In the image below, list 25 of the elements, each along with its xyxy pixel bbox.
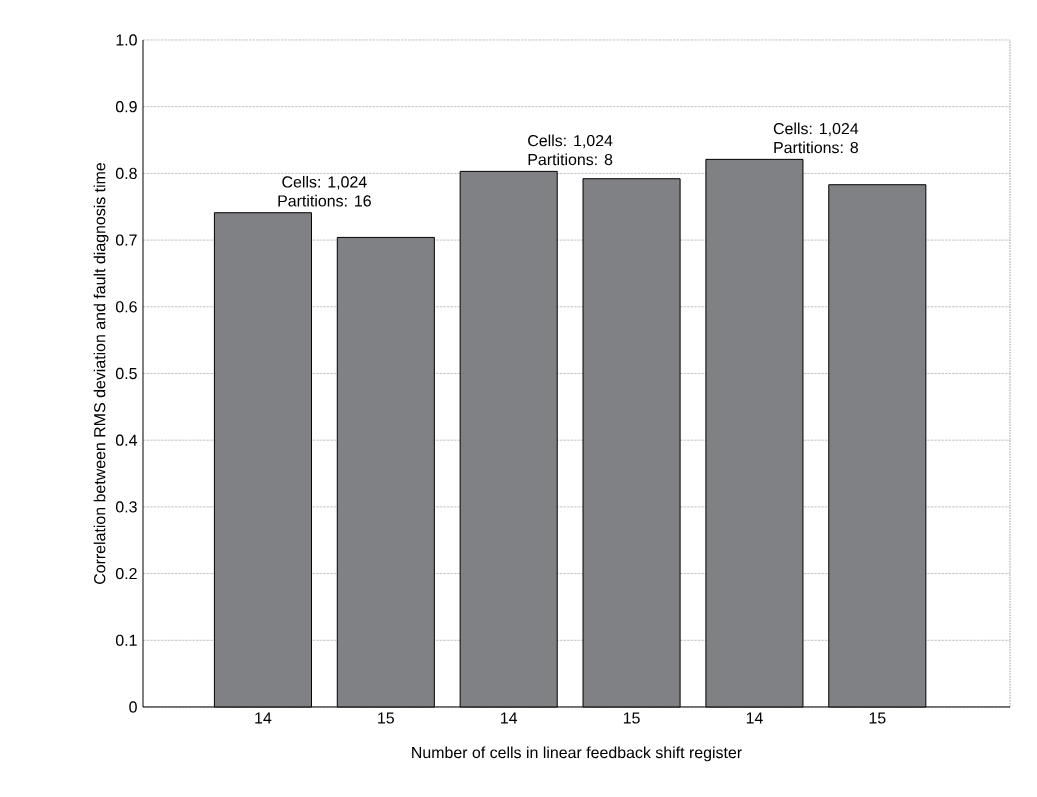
y-axis-title: Correlation between RMS deviation and fault diagnosis time [93, 162, 109, 584]
y-tick-label: 0.6 [115, 301, 137, 313]
annotation: Partitions: 8 [528, 153, 613, 166]
annotation: Cells: 1,024 [282, 175, 367, 190]
y-tick-label: 0.1 [115, 634, 137, 646]
x-tick-label: 15 [869, 712, 886, 724]
x-tick-label: 14 [746, 712, 763, 724]
x-tick-label: 14 [501, 712, 518, 724]
x-axis-title: Number of cells in linear feedback shift register [412, 746, 742, 762]
annotation: Partitions: 16 [278, 194, 371, 207]
x-tick-label: 14 [255, 712, 272, 724]
y-tick-label: 1.0 [116, 34, 137, 46]
y-tick-label: 0.4 [115, 434, 138, 446]
annotation: Cells: 1,024 [773, 122, 859, 137]
x-tick-label: 15 [378, 712, 394, 724]
y-tick-label: 0 [129, 701, 137, 713]
y-tick-label: 0.5 [115, 367, 137, 380]
annotation: Partitions: 8 [774, 141, 858, 154]
annotation: Cells: 1,024 [528, 134, 613, 149]
y-tick-label: 0.3 [115, 501, 137, 513]
y-tick-label: 0.9 [115, 101, 137, 113]
y-tick-label: 0.7 [115, 234, 137, 246]
x-tick-label: 15 [623, 712, 640, 724]
y-tick-label: 0.8 [115, 167, 137, 180]
y-tick-label: 0.2 [115, 567, 137, 580]
